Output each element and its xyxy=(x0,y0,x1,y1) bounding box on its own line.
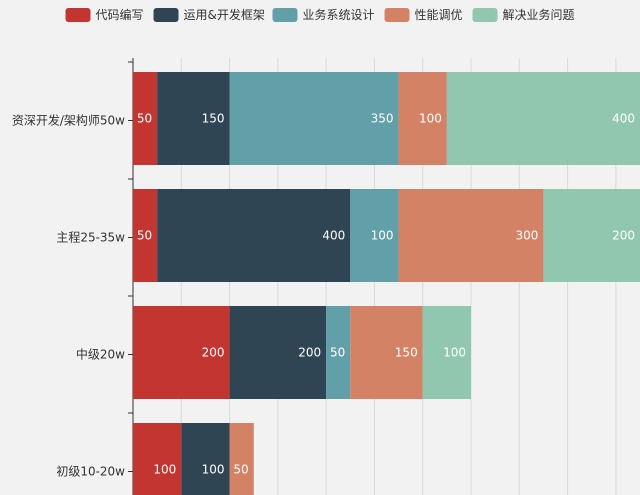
bar-value-label: 50 xyxy=(330,346,345,360)
bar-segment[interactable] xyxy=(398,72,447,165)
bar-segment[interactable] xyxy=(133,189,158,282)
bar-segment[interactable] xyxy=(157,189,351,282)
legend-label[interactable]: 业务系统设计 xyxy=(303,7,375,22)
bar-segment[interactable] xyxy=(133,72,158,165)
bar-value-label: 100 xyxy=(153,463,176,477)
bar-segment[interactable] xyxy=(229,423,254,495)
legend-label[interactable]: 解决业务问题 xyxy=(503,7,575,22)
bar-value-label: 100 xyxy=(202,463,225,477)
y-tick-label: 资深开发/架构师50w xyxy=(12,113,125,128)
bar-segment[interactable] xyxy=(229,306,327,399)
bar-segment[interactable] xyxy=(229,72,399,165)
bar-segment[interactable] xyxy=(350,189,399,282)
bar-value-label: 200 xyxy=(612,229,635,243)
bar-value-label: 400 xyxy=(322,229,345,243)
bar-value-label: 50 xyxy=(137,229,152,243)
bar-value-label: 200 xyxy=(298,346,321,360)
y-tick-label: 中级20w xyxy=(76,347,125,362)
bar-value-label: 100 xyxy=(443,346,466,360)
bar-segment[interactable] xyxy=(157,72,230,165)
legend-label[interactable]: 代码编写 xyxy=(96,7,144,22)
bar-segment[interactable] xyxy=(446,72,640,165)
bar-segment[interactable] xyxy=(133,306,230,399)
y-tick-label: 初级10-20w xyxy=(56,465,125,479)
bar-segment[interactable] xyxy=(350,306,423,399)
bar-segment[interactable] xyxy=(181,423,230,495)
bar-value-label: 200 xyxy=(202,346,225,360)
bar-value-label: 350 xyxy=(371,112,394,126)
legend-swatch[interactable] xyxy=(153,8,179,22)
legend-label[interactable]: 运用&开发框架 xyxy=(184,7,265,22)
legend-swatch[interactable] xyxy=(272,8,298,22)
bar-segment[interactable] xyxy=(398,189,544,282)
bar-segment[interactable] xyxy=(133,423,182,495)
bar-value-label: 150 xyxy=(395,346,418,360)
bar-segment[interactable] xyxy=(543,189,640,282)
bar-value-label: 100 xyxy=(371,229,394,243)
legend-swatch[interactable] xyxy=(65,8,91,22)
legend-swatch[interactable] xyxy=(384,8,410,22)
bar-segment[interactable] xyxy=(422,306,471,399)
bar-value-label: 100 xyxy=(419,112,442,126)
bar-value-label: 50 xyxy=(233,463,248,477)
bar-value-label: 300 xyxy=(516,229,539,243)
bar-value-label: 50 xyxy=(137,112,152,126)
y-tick-label: 主程25-35w xyxy=(56,230,125,245)
bar-value-label: 150 xyxy=(202,112,225,126)
legend-label[interactable]: 性能调优 xyxy=(415,8,463,22)
bar-segment[interactable] xyxy=(326,306,351,399)
bar-value-label: 400 xyxy=(612,112,635,126)
legend-swatch[interactable] xyxy=(472,8,498,22)
